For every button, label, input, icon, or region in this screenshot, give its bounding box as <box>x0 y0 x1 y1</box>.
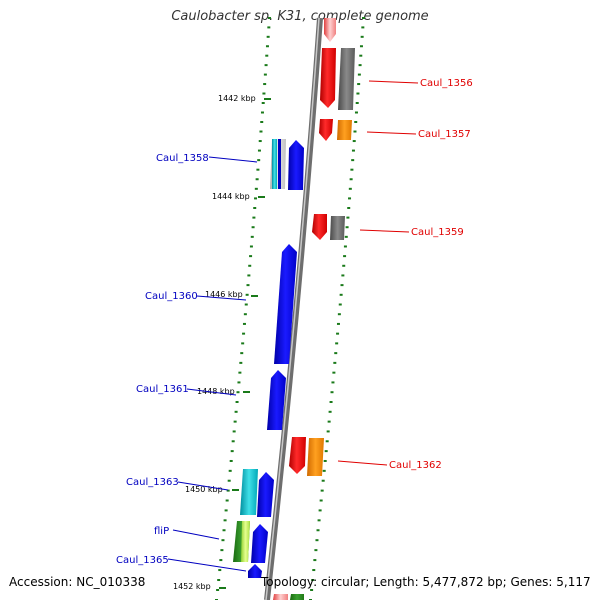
gene-label-caul-1365[interactable]: Caul_1365 <box>116 555 169 566</box>
gene-caul-1357-arrow[interactable] <box>337 120 352 140</box>
tick-label: 1444 kbp <box>212 192 250 201</box>
gene-caul-1359a-arrow[interactable] <box>312 214 327 240</box>
gene-next-green-arrow[interactable] <box>290 594 304 600</box>
gene-caul-1358a-segment[interactable] <box>272 139 277 189</box>
gene-caul-1357a-arrow[interactable] <box>319 119 333 141</box>
track-guides <box>215 17 365 600</box>
gene-label-caul-1359[interactable]: Caul_1359 <box>411 227 464 238</box>
gene-label-caul-1360[interactable]: Caul_1360 <box>145 291 198 302</box>
gene-next-red-arrow[interactable] <box>273 594 288 600</box>
tick-1442: 1442 kbp <box>218 94 271 103</box>
gene-caul-1360-arrow[interactable] <box>274 244 297 364</box>
gene-label-caul-1356[interactable]: Caul_1356 <box>420 78 473 89</box>
gene-labels: Caul_1356 Caul_1357 Caul_1358 Caul_1359 … <box>116 78 473 566</box>
tick-label: 1442 kbp <box>218 94 256 103</box>
gene-caul-1355-arrow[interactable] <box>324 18 336 42</box>
gene-caul-1358c-segment[interactable] <box>278 139 281 189</box>
tick-label: 1446 kbp <box>205 290 243 299</box>
tick-1444: 1444 kbp <box>212 192 265 201</box>
gene-label-caul-1363[interactable]: Caul_1363 <box>126 477 179 488</box>
gene-flip-arrow[interactable] <box>251 524 268 563</box>
tick-1450: 1450 kbp <box>185 485 239 494</box>
gene-caul-1363a-arrow[interactable] <box>240 469 258 515</box>
gene-caul-1358-arrow[interactable] <box>288 140 304 190</box>
genome-backbone <box>264 17 323 600</box>
gene-label-caul-1357[interactable]: Caul_1357 <box>418 129 471 140</box>
gene-flip-lime-segment[interactable] <box>241 521 250 562</box>
tick-label: 1448 kbp <box>197 387 235 396</box>
tick-1446: 1446 kbp <box>205 290 258 299</box>
gene-caul-1356a-arrow[interactable] <box>320 48 336 108</box>
reverse-strand-genes <box>233 139 304 578</box>
gene-caul-1359-arrow[interactable] <box>330 216 345 240</box>
gene-caul-1361-arrow[interactable] <box>267 370 286 430</box>
tick-1452: 1452 kbp <box>173 582 226 591</box>
tick-label: 1450 kbp <box>185 485 223 494</box>
tick-label: 1452 kbp <box>173 582 211 591</box>
accession-text: Accession: NC_010338 <box>9 575 146 589</box>
map-title: Caulobacter sp. K31, complete genome <box>171 9 429 24</box>
forward-strand-genes <box>273 18 355 600</box>
gene-caul-1365-arrow[interactable] <box>248 564 262 578</box>
gene-caul-1363-arrow[interactable] <box>257 472 274 517</box>
label-leaders <box>167 80 419 572</box>
tick-1448: 1448 kbp <box>197 387 250 396</box>
genome-summary-text: Topology: circular; Length: 5,477,872 bp… <box>261 575 591 589</box>
gene-caul-1362-arrow[interactable] <box>307 438 324 476</box>
gene-caul-1356-arrow[interactable] <box>338 48 355 110</box>
kbp-ticks: 1442 kbp 1444 kbp 1446 kbp 1448 kbp 1450… <box>173 94 271 591</box>
gene-label-caul-1362[interactable]: Caul_1362 <box>389 460 442 471</box>
gene-label-caul-1358[interactable]: Caul_1358 <box>156 153 209 164</box>
gene-label-flip[interactable]: fliP <box>154 526 169 537</box>
genome-backbone-highlight <box>265 17 320 600</box>
gene-caul-1362a-arrow[interactable] <box>289 437 306 474</box>
gene-label-caul-1361[interactable]: Caul_1361 <box>136 384 189 395</box>
